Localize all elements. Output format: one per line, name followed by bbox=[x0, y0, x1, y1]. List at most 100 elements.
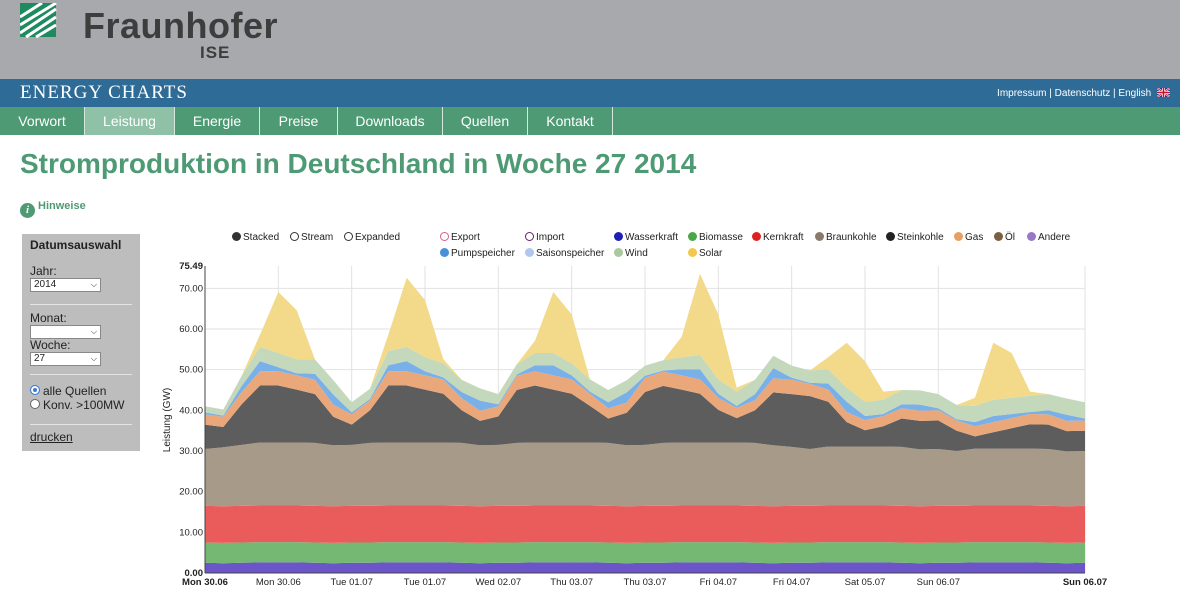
hint-link[interactable]: i Hinweise bbox=[20, 200, 86, 218]
nav-item-quellen[interactable]: Quellen bbox=[443, 107, 528, 135]
legend-label: Andere bbox=[1038, 232, 1071, 243]
nav-item-downloads[interactable]: Downloads bbox=[338, 107, 443, 135]
x-tick-label: Mon 30.06 bbox=[182, 577, 228, 588]
divider bbox=[30, 374, 132, 375]
legend-label: Biomasse bbox=[699, 232, 743, 243]
legend-label: Saisonspeicher bbox=[536, 248, 605, 259]
logo-name: Fraunhofer bbox=[83, 5, 279, 46]
radio-unselected-icon bbox=[290, 232, 299, 241]
chevron-down-icon: ⌵ bbox=[90, 354, 97, 363]
y-tick-label: 50.00 bbox=[179, 365, 203, 376]
year-label: Jahr: bbox=[30, 264, 57, 278]
month-select[interactable]: ⌵ bbox=[30, 325, 101, 339]
area-solar[interactable] bbox=[205, 273, 1085, 410]
legend-item-wasserkraft[interactable]: Wasserkraft bbox=[614, 232, 678, 243]
area-kernkraft[interactable] bbox=[205, 505, 1085, 543]
week-select[interactable]: 27 ⌵ bbox=[30, 352, 101, 366]
x-tick-label: Tue 01.07 bbox=[404, 577, 446, 588]
legend-label: Pumpspeicher bbox=[451, 248, 515, 259]
radio-all-sources[interactable]: alle Quellen bbox=[30, 384, 106, 398]
legend-item-wind[interactable]: Wind bbox=[614, 248, 648, 259]
legend-mode-stacked[interactable]: Stacked bbox=[232, 232, 279, 243]
radio-unselected-icon bbox=[30, 399, 40, 409]
legend-item-biomasse[interactable]: Biomasse bbox=[688, 232, 743, 243]
legend-item-steinkohle[interactable]: Steinkohle bbox=[886, 232, 944, 243]
legend-label: Solar bbox=[699, 248, 723, 259]
fraunhofer-logo[interactable]: Fraunhofer ISE bbox=[20, 3, 278, 62]
week-value: 27 bbox=[34, 353, 46, 364]
radio-all-label: alle Quellen bbox=[43, 384, 107, 398]
x-tick-label: Sun 06.07 bbox=[1063, 577, 1107, 588]
legend-item-braunkohle[interactable]: Braunkohle bbox=[815, 232, 877, 243]
area-braunkohle[interactable] bbox=[205, 442, 1085, 507]
print-link[interactable]: drucken bbox=[30, 430, 73, 444]
legend-swatch-icon bbox=[688, 248, 697, 257]
legend-swatch-icon bbox=[886, 232, 895, 241]
area-pumpspeicher[interactable] bbox=[205, 361, 1085, 427]
y-tick-label: 10.00 bbox=[179, 527, 203, 538]
y-axis-label: Leistung (GW) bbox=[162, 388, 173, 452]
radio-unselected-icon bbox=[344, 232, 353, 241]
main-nav: Vorwort Leistung Energie Preise Download… bbox=[0, 107, 1180, 135]
site-header: Fraunhofer ISE bbox=[0, 0, 1180, 79]
x-tick-label: Fri 04.07 bbox=[773, 577, 811, 588]
area-biomasse[interactable] bbox=[205, 542, 1085, 564]
legend-item-saisonspeicher[interactable]: Saisonspeicher bbox=[525, 248, 604, 259]
legend-mode-stream[interactable]: Stream bbox=[290, 232, 333, 243]
nav-item-preise[interactable]: Preise bbox=[260, 107, 338, 135]
legend-item-export[interactable]: Export bbox=[440, 232, 480, 243]
nav-item-vorwort[interactable]: Vorwort bbox=[0, 107, 85, 135]
y-tick-label: 75.49 bbox=[179, 261, 203, 272]
x-tick-label: Fri 04.07 bbox=[700, 577, 738, 588]
brand-title[interactable]: ENERGY CHARTS bbox=[20, 82, 188, 103]
area-wasserkraft[interactable] bbox=[205, 562, 1085, 573]
legend-item-gas[interactable]: Gas bbox=[954, 232, 983, 243]
nav-item-energie[interactable]: Energie bbox=[175, 107, 260, 135]
panel-title: Datumsauswahl bbox=[30, 238, 122, 252]
legend-swatch-icon bbox=[1027, 232, 1036, 241]
y-tick-label: 60.00 bbox=[179, 324, 203, 335]
legend-swatch-icon bbox=[440, 248, 449, 257]
legend-swatch-icon bbox=[614, 232, 623, 241]
legend-item-solar[interactable]: Solar bbox=[688, 248, 722, 259]
area-steinkohle[interactable] bbox=[205, 385, 1085, 452]
x-tick-label: Tue 01.07 bbox=[330, 577, 372, 588]
date-selection-panel: Datumsauswahl Jahr: 2014 ⌵ Monat: ⌵ Woche… bbox=[22, 234, 140, 451]
info-icon: i bbox=[20, 203, 35, 218]
radio-conv-label: Konv. >100MW bbox=[43, 398, 125, 412]
legend-swatch-icon bbox=[440, 232, 449, 241]
datenschutz-link[interactable]: Datenschutz bbox=[1054, 88, 1111, 99]
area-gas[interactable] bbox=[205, 371, 1085, 437]
legend-item-andere[interactable]: Andere bbox=[1027, 232, 1070, 243]
nav-item-leistung[interactable]: Leistung bbox=[85, 107, 175, 135]
legend-mode-expanded[interactable]: Expanded bbox=[344, 232, 400, 243]
legend-item-pumpspeicher[interactable]: Pumpspeicher bbox=[440, 248, 515, 259]
legend-swatch-icon bbox=[815, 232, 824, 241]
legend-swatch-icon bbox=[688, 232, 697, 241]
y-tick-label: 70.00 bbox=[179, 283, 203, 294]
legend-label: Import bbox=[536, 232, 565, 243]
month-label: Monat: bbox=[30, 311, 67, 325]
year-select[interactable]: 2014 ⌵ bbox=[30, 278, 101, 292]
legend-swatch-icon bbox=[752, 232, 761, 241]
impressum-link[interactable]: Impressum bbox=[997, 88, 1047, 99]
legend-swatch-icon bbox=[614, 248, 623, 257]
legend-item-kernkraft[interactable]: Kernkraft bbox=[752, 232, 804, 243]
uk-flag-icon[interactable] bbox=[1157, 88, 1170, 97]
x-tick-label: Wed 02.07 bbox=[475, 577, 521, 588]
legend-item-öl[interactable]: Öl bbox=[994, 232, 1015, 243]
english-link[interactable]: English bbox=[1118, 88, 1152, 99]
legend-label: Kernkraft bbox=[763, 232, 804, 243]
legend-label: Export bbox=[451, 232, 480, 243]
nav-item-kontakt[interactable]: Kontakt bbox=[528, 107, 613, 135]
legend-swatch-icon bbox=[994, 232, 1003, 241]
radio-selected-icon bbox=[232, 232, 241, 241]
legend-swatch-icon bbox=[525, 248, 534, 257]
legend-swatch-icon bbox=[525, 232, 534, 241]
area-wind[interactable] bbox=[205, 346, 1085, 423]
x-tick-label: Thu 03.07 bbox=[624, 577, 667, 588]
radio-conventional[interactable]: Konv. >100MW bbox=[30, 398, 124, 412]
legend-label: Stacked bbox=[243, 232, 280, 243]
divider bbox=[30, 424, 132, 425]
legend-item-import[interactable]: Import bbox=[525, 232, 564, 243]
